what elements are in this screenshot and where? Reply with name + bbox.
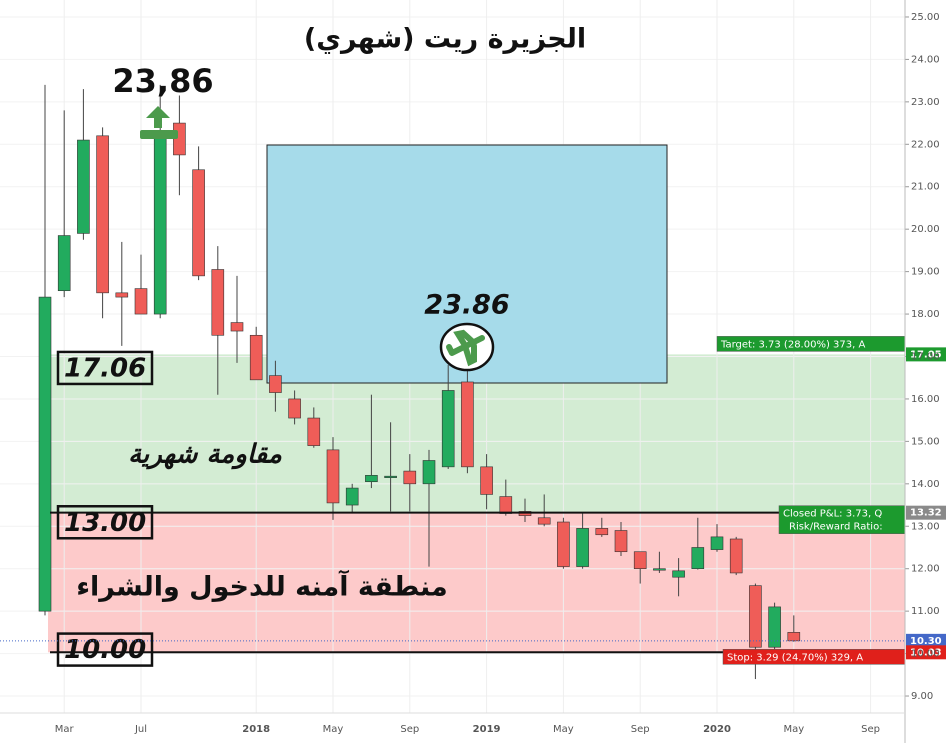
x-tick-label: Sep xyxy=(631,724,650,735)
level-label: 13.00 xyxy=(64,508,146,538)
candle-body xyxy=(461,381,474,468)
candles xyxy=(38,84,801,680)
y-tick-label: 20.00 xyxy=(911,224,940,235)
y-tick-label: 12.00 xyxy=(911,564,940,575)
candle-body xyxy=(134,288,148,315)
y-tick-label: 19.00 xyxy=(911,267,940,278)
level-label: 17.06 xyxy=(64,353,146,383)
candle-body xyxy=(653,568,666,571)
price-tag-label: 10.03 xyxy=(910,647,942,658)
candle-body xyxy=(787,632,801,642)
x-tick-label: 2019 xyxy=(473,724,501,735)
candle-body xyxy=(672,570,685,578)
y-tick-label: 15.00 xyxy=(911,436,940,447)
price-tag-label: 10.30 xyxy=(910,636,942,647)
candle-body xyxy=(307,417,321,446)
y-tick-label: 14.00 xyxy=(911,479,940,490)
x-tick-label: May xyxy=(323,724,344,735)
overlays: 17.06 13.00 10.00 17.05 Target: 3.73 (28.00%… xyxy=(0,336,946,667)
y-tick-label: 16.00 xyxy=(911,394,940,405)
candle-body xyxy=(557,521,570,567)
candle-body xyxy=(729,538,743,574)
candle-body xyxy=(691,547,705,570)
x-tick-label: May xyxy=(783,724,804,735)
candle-body xyxy=(595,528,609,536)
peak-label: 23,86 xyxy=(112,62,213,100)
price-tag-label: 17.05 xyxy=(910,349,942,360)
price-tag xyxy=(906,505,946,520)
note-box xyxy=(778,505,906,534)
y-tick-label: 18.00 xyxy=(911,309,940,320)
price-tag xyxy=(906,347,946,362)
y-tick-label: 17.00 xyxy=(911,352,940,363)
candle-body xyxy=(326,449,340,504)
level-box xyxy=(56,505,154,540)
x-tick-label: Sep xyxy=(400,724,419,735)
candle-body xyxy=(403,470,417,485)
y-tick-label: 21.00 xyxy=(911,182,940,193)
candle-body xyxy=(710,536,724,550)
candle-body xyxy=(633,551,647,570)
price-tag xyxy=(906,633,946,648)
y-tick-label: 22.00 xyxy=(911,139,940,150)
candle-body xyxy=(537,517,551,525)
y-tick-label: 9.00 xyxy=(911,691,933,702)
candle-body xyxy=(153,137,167,315)
buy-zone-label: منطقة آمنه للدخول والشراء xyxy=(76,570,448,603)
zone xyxy=(48,512,905,653)
x-tick-label: Sep xyxy=(861,724,880,735)
up-arrow-icon xyxy=(140,106,178,139)
note-text: Closed P&L: 3.73, Q xyxy=(783,509,882,520)
price-tag-label: 13.32 xyxy=(910,508,942,519)
candle-body xyxy=(384,475,397,478)
candle-body xyxy=(768,606,781,648)
candle-body xyxy=(192,169,205,277)
y-tick-label: 13.00 xyxy=(911,521,940,532)
candle-body xyxy=(115,292,129,298)
candle-body xyxy=(96,135,109,294)
candle-body xyxy=(576,528,589,567)
target-label: 23.86 xyxy=(424,290,509,321)
candle-body xyxy=(38,296,52,612)
level-box xyxy=(56,632,154,667)
candle-body xyxy=(365,475,378,482)
candle-body xyxy=(480,466,493,495)
candle-body xyxy=(345,487,359,506)
note-text: Stop: 3.29 (24.70%) 329, A xyxy=(727,652,863,663)
y-tick-label: 10.00 xyxy=(911,649,940,660)
candle-body xyxy=(288,398,301,419)
candle-body xyxy=(422,460,436,485)
x-tick-label: May xyxy=(553,724,574,735)
price-tag xyxy=(906,645,946,660)
x-tick-label: Jul xyxy=(134,724,147,735)
note-text: Target: 3.73 (28.00%) 373, A xyxy=(720,339,865,350)
candle-body xyxy=(269,375,282,393)
candle-body xyxy=(57,235,71,292)
y-tick-label: 11.00 xyxy=(911,606,940,617)
candle-body xyxy=(499,496,513,514)
candle-body xyxy=(441,390,455,468)
candle-body xyxy=(249,334,263,381)
y-tick-label: 25.00 xyxy=(911,12,940,23)
y-tick-label: 23.00 xyxy=(911,97,940,108)
candle-body xyxy=(77,139,90,234)
candle-body xyxy=(614,530,628,553)
x-tick-label: 2018 xyxy=(242,724,270,735)
level-box xyxy=(56,350,154,386)
candle-body xyxy=(230,322,244,332)
level-label: 10.00 xyxy=(64,635,146,665)
candle-body xyxy=(749,585,762,648)
candle-body xyxy=(211,269,225,336)
note-text: Risk/Reward Ratio: xyxy=(789,522,883,533)
x-tick-label: 2020 xyxy=(703,724,731,735)
y-tick-label: 24.00 xyxy=(911,54,940,65)
chart-title: الجزيرة ريت (شهري) xyxy=(304,24,586,55)
resistance-label: مقاومة شهرية xyxy=(128,440,282,470)
plane-icon xyxy=(439,322,495,372)
x-tick-label: Mar xyxy=(55,724,75,735)
